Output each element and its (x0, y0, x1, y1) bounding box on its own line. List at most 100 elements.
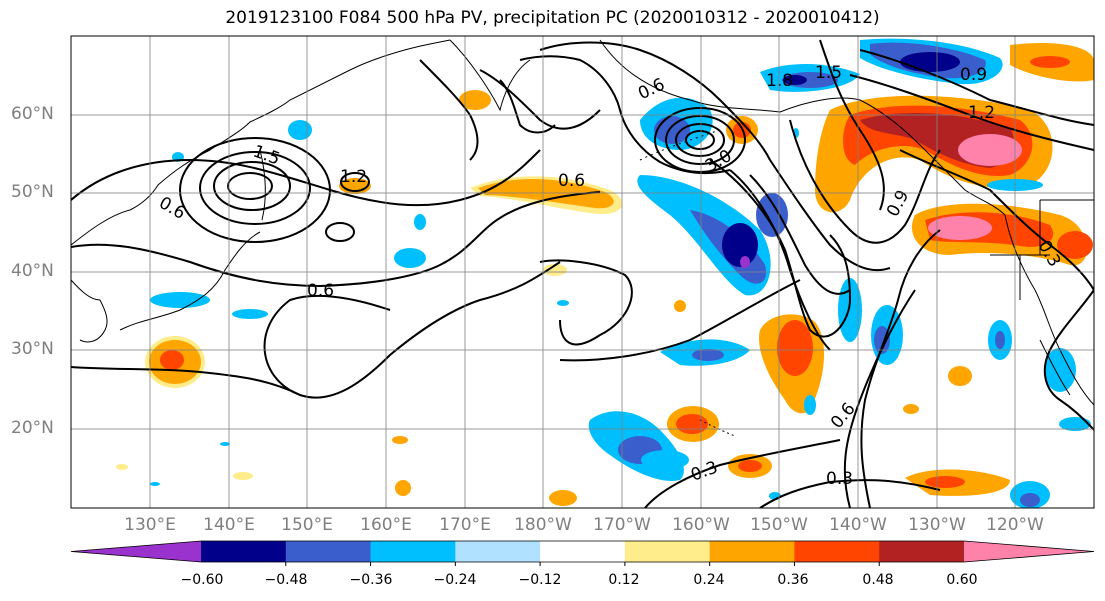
contour-label: 1.2 (340, 167, 367, 187)
lon-tick-label: 150°E (281, 515, 333, 535)
shade-blob (722, 223, 758, 267)
colorbar-tick-label: −0.24 (433, 572, 477, 588)
colorbar-tick-label: −0.48 (264, 572, 308, 588)
shade-blob (783, 75, 807, 85)
contour-label: 1.2 (968, 103, 995, 123)
colorbar-segment (370, 541, 456, 562)
shade-blob (395, 480, 411, 496)
shade-blob (232, 309, 268, 319)
colorbar-segment (285, 541, 372, 562)
border-states (990, 200, 1050, 300)
contour-line (71, 261, 561, 399)
contour-line (899, 149, 1094, 291)
colorbar-extend-low (71, 541, 201, 562)
colorbar-segment (201, 541, 287, 562)
contour-line (479, 69, 601, 130)
coast-alaska (599, 39, 1006, 216)
coast-sakhalin (259, 149, 266, 221)
contour-line (769, 159, 891, 272)
contour-line (1043, 289, 1094, 431)
colorbar (70, 540, 1095, 566)
shade-blob (150, 482, 160, 486)
shade-blob (903, 404, 919, 414)
contour-line (819, 39, 885, 211)
colorbar-tick-label: −0.60 (180, 572, 224, 588)
shade-blob (116, 464, 128, 470)
contour-label: 0.6 (558, 171, 585, 191)
lon-tick-label: 170°W (593, 515, 651, 535)
lat-tick-label: 50°N (11, 182, 54, 202)
lat-tick-label: 30°N (11, 339, 54, 359)
shade-blob (804, 395, 816, 415)
contour-line (199, 151, 311, 225)
shade-blob (925, 476, 965, 488)
shade-blob (1030, 56, 1070, 68)
contour-line (71, 149, 541, 207)
colorbar-tick-label: −0.36 (349, 572, 393, 588)
lat-tick-label: 40°N (11, 261, 54, 281)
shade-blob (1059, 417, 1091, 431)
contour-line (843, 289, 916, 508)
shade-blob (676, 414, 708, 434)
contour-line (499, 79, 556, 134)
contour-line (644, 439, 841, 508)
coast-kamchatka (449, 39, 531, 112)
lat-tick-label: 60°N (11, 104, 54, 124)
contour-line (654, 107, 746, 173)
contour-line (179, 137, 331, 243)
lat-tick-label: 20°N (11, 418, 54, 438)
shade-blob (1057, 231, 1093, 259)
colorbar-segment (709, 541, 795, 562)
shade-blob (543, 264, 567, 276)
lon-tick-label: 160°W (672, 515, 730, 535)
map-frame (70, 35, 1095, 509)
coast-asia (71, 39, 451, 246)
shade-blob (958, 134, 1022, 166)
contour-line (213, 161, 291, 211)
colorbar-segment (540, 541, 626, 562)
shade-blob (394, 248, 426, 268)
colorbar-segment (455, 541, 541, 562)
contour-label: 0.9 (960, 65, 987, 85)
shade-blob (1020, 493, 1040, 507)
shade-blob (740, 256, 750, 268)
colorbar-tick-label: 0.12 (608, 572, 640, 588)
shade-blob (838, 278, 862, 342)
contour-line (227, 172, 273, 200)
contour-label: 1.5 (815, 63, 842, 83)
shade-blob (641, 450, 689, 470)
shade-band (478, 179, 614, 209)
colorbar-segment (794, 541, 880, 562)
contour-line (340, 172, 370, 192)
shade-blob (459, 90, 491, 110)
shade-blob (1044, 348, 1076, 392)
contour-line (539, 259, 633, 346)
shade-blob (549, 490, 577, 506)
shade-blob (777, 320, 813, 376)
shade-blob (414, 214, 426, 230)
shade-blob (874, 326, 890, 354)
contour-line (709, 159, 852, 338)
contour-line (263, 294, 391, 396)
lon-tick-label: 150°W (750, 515, 808, 535)
contour-line (325, 222, 355, 242)
contour-label: 1.8 (766, 71, 793, 91)
lon-tick-label: 130°E (124, 515, 176, 535)
lon-tick-label: 160°E (360, 515, 412, 535)
shade-blob (900, 52, 960, 72)
colorbar-tick-label: 0.24 (693, 572, 725, 588)
contour-line (539, 41, 771, 161)
shade-blob (692, 349, 724, 361)
contour-line (789, 119, 941, 244)
shade-blob (160, 350, 184, 370)
contour-line (749, 174, 851, 295)
colorbar-tick-label: 0.60 (946, 572, 978, 588)
colorbar-extend-high (964, 541, 1094, 562)
contour-line (71, 191, 601, 288)
lon-tick-label: 180°W (514, 515, 572, 535)
contour-line (675, 123, 725, 157)
lon-tick-label: 120°W (986, 515, 1044, 535)
gridlines (71, 36, 1094, 508)
shade-blob (557, 300, 569, 306)
contour-line (665, 115, 735, 165)
